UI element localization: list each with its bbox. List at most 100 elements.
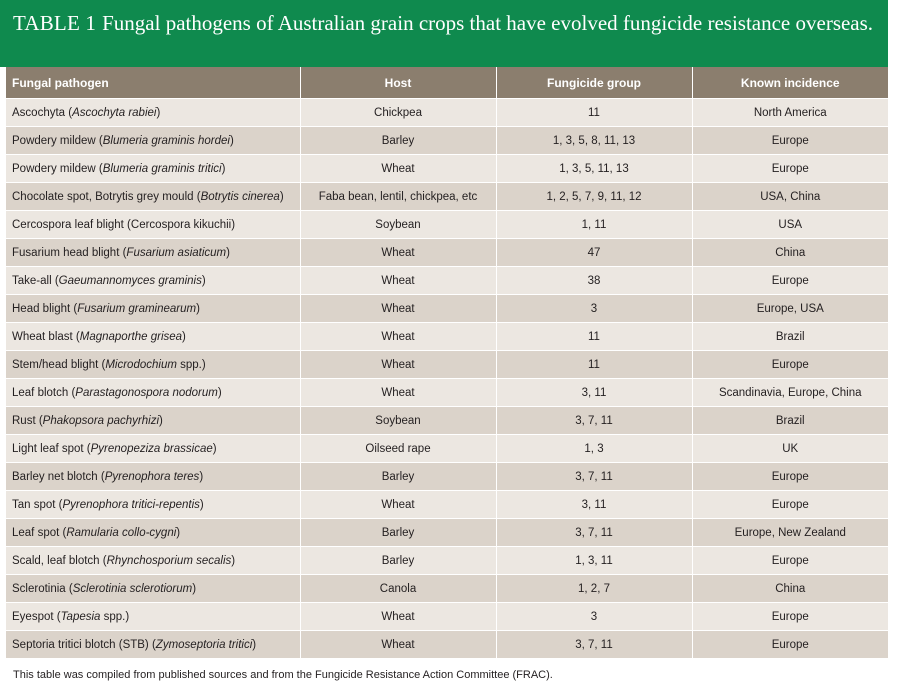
incidence-cell: Brazil xyxy=(692,406,888,435)
incidence-cell: Europe xyxy=(692,546,888,575)
fungicide-group-cell: 11 xyxy=(496,322,693,351)
table-row: Septoria tritici blotch (STB) (Zymosepto… xyxy=(6,630,888,658)
pathogen-suffix: ) xyxy=(279,190,284,203)
host-cell: Wheat xyxy=(300,350,497,379)
table-row: Light leaf spot (Pyrenopeziza brassicae)… xyxy=(6,434,888,463)
host-cell: Chickpea xyxy=(300,98,497,127)
pathogen-species: Botrytis cinerea xyxy=(200,190,280,203)
fungicide-group-cell: 3 xyxy=(496,294,693,323)
pathogen-cell: Fusarium head blight (Fusarium asiaticum… xyxy=(6,238,301,267)
pathogen-cell: Leaf blotch (Parastagonospora nodorum) xyxy=(6,378,301,407)
pathogen-suffix: ) xyxy=(176,526,181,539)
incidence-cell: Europe xyxy=(692,630,888,658)
column-header-fungicide-group: Fungicide group xyxy=(496,67,693,99)
table-row: Cercospora leaf blight (Cercospora kikuc… xyxy=(6,210,888,239)
table-row: Stem/head blight (Microdochium spp.) Whea… xyxy=(6,350,888,379)
table-row: Take-all (Gaeumannomyces graminis) Wheat 3… xyxy=(6,266,888,295)
incidence-cell: Europe xyxy=(692,154,888,183)
host-cell: Soybean xyxy=(300,210,497,239)
table-row: Wheat blast (Magnaporthe grisea) Wheat 11 B… xyxy=(6,322,888,351)
table-row: Powdery mildew (Blumeria graminis hordei… xyxy=(6,126,888,155)
fungicide-group-cell: 3, 7, 11 xyxy=(496,406,693,435)
incidence-cell: USA xyxy=(692,210,888,239)
fungicide-group-cell: 1, 2, 5, 7, 9, 11, 12 xyxy=(496,182,693,211)
incidence-cell: Europe xyxy=(692,126,888,155)
fungicide-group-cell: 3, 11 xyxy=(496,378,693,407)
pathogen-cell: Ascochyta (Ascochyta rabiei) xyxy=(6,98,301,127)
host-cell: Wheat xyxy=(300,630,497,658)
table-row: Powdery mildew (Blumeria graminis tritic… xyxy=(6,154,888,183)
pathogen-species: Tapesia xyxy=(60,610,101,623)
table-label: TABLE 1 xyxy=(13,11,97,35)
incidence-cell: China xyxy=(692,238,888,267)
table-footnote: This table was compiled from published s… xyxy=(13,669,553,681)
pathogen-suffix: spp.) xyxy=(100,610,130,623)
pathogen-species: Pyrenophora teres xyxy=(104,470,200,483)
pathogen-cell: Leaf spot (Ramularia collo-cygni) xyxy=(6,518,301,547)
pathogen-suffix: ) xyxy=(229,134,234,147)
fungicide-group-cell: 11 xyxy=(496,350,693,379)
host-cell: Canola xyxy=(300,574,497,603)
pathogen-species: Gaeumannomyces graminis xyxy=(58,274,202,287)
pathogen-species: Fusarium asiaticum xyxy=(126,246,227,259)
table-row: Chocolate spot, Botrytis grey mould (Bot… xyxy=(6,182,888,211)
host-cell: Wheat xyxy=(300,294,497,323)
column-header-incidence: Known incidence xyxy=(692,67,888,99)
pathogen-suffix: ) xyxy=(217,386,222,399)
pathogen-common-name: Fusarium head blight ( xyxy=(12,246,127,259)
pathogen-suffix: ) xyxy=(231,554,236,567)
host-cell: Barley xyxy=(300,518,497,547)
table-title: Fungal pathogens of Australian grain cro… xyxy=(102,11,874,35)
host-cell: Wheat xyxy=(300,238,497,267)
pathogen-cell: Head blight (Fusarium graminearum) xyxy=(6,294,301,323)
pathogen-cell: Rust (Phakopsora pachyrhizi) xyxy=(6,406,301,435)
host-cell: Barley xyxy=(300,462,497,491)
fungicide-group-cell: 3, 7, 11 xyxy=(496,630,693,658)
pathogen-species: Sclerotinia sclerotiorum xyxy=(72,582,193,595)
host-cell: Oilseed rape xyxy=(300,434,497,463)
table-row: Ascochyta (Ascochyta rabiei) Chickpea 11 No… xyxy=(6,98,888,127)
pathogen-species: Microdochium xyxy=(105,358,177,371)
pathogen-cell: Chocolate spot, Botrytis grey mould (Bot… xyxy=(6,182,301,211)
table-row: Leaf blotch (Parastagonospora nodorum) Wh… xyxy=(6,378,888,407)
pathogen-suffix: ) xyxy=(192,582,197,595)
table-row: Fusarium head blight (Fusarium asiaticum… xyxy=(6,238,888,267)
pathogen-suffix: ) xyxy=(221,162,226,175)
table-row: Scald, leaf blotch (Rhynchosporium secal… xyxy=(6,546,888,575)
pathogen-suffix: ) xyxy=(252,638,257,651)
pathogen-cell: Tan spot (Pyrenophora tritici-repentis) xyxy=(6,490,301,519)
pathogen-cell: Light leaf spot (Pyrenopeziza brassicae) xyxy=(6,434,301,463)
pathogen-cell: Eyespot (Tapesia spp.) xyxy=(6,602,301,631)
table-row: Eyespot (Tapesia spp.) Wheat 3 Europe xyxy=(6,602,888,631)
incidence-cell: UK xyxy=(692,434,888,463)
host-cell: Wheat xyxy=(300,490,497,519)
host-cell: Wheat xyxy=(300,322,497,351)
incidence-cell: USA, China xyxy=(692,182,888,211)
fungicide-group-cell: 1, 11 xyxy=(496,210,693,239)
fungicide-group-cell: 3, 11 xyxy=(496,490,693,519)
pathogen-common-name: Scald, leaf blotch ( xyxy=(12,554,107,567)
pathogen-common-name: Eyespot ( xyxy=(12,610,61,623)
pathogen-suffix: ) xyxy=(196,302,200,315)
pathogen-cell: Sclerotinia (Sclerotinia sclerotiorum) xyxy=(6,574,301,603)
table-row: Sclerotinia (Sclerotinia sclerotiorum) Ca… xyxy=(6,574,888,603)
host-cell: Wheat xyxy=(300,602,497,631)
column-header-host: Host xyxy=(300,67,497,99)
pathogen-suffix: ) xyxy=(226,246,230,259)
incidence-cell: Europe xyxy=(692,490,888,519)
incidence-cell: China xyxy=(692,574,888,603)
pathogen-common-name: Wheat blast ( xyxy=(12,330,80,343)
pathogen-common-name: Ascochyta ( xyxy=(12,106,73,119)
host-cell: Barley xyxy=(300,546,497,575)
host-cell: Faba bean, lentil, chickpea, etc xyxy=(300,182,497,211)
pathogen-common-name: Light leaf spot ( xyxy=(12,442,91,455)
host-cell: Wheat xyxy=(300,378,497,407)
pathogen-suffix: ) xyxy=(201,274,206,287)
pathogen-common-name: Barley net blotch ( xyxy=(12,470,105,483)
fungicide-group-cell: 3 xyxy=(496,602,693,631)
pathogen-common-name: Sclerotinia ( xyxy=(12,582,73,595)
fungicide-group-cell: 3, 7, 11 xyxy=(496,462,693,491)
pathogen-cell: Stem/head blight (Microdochium spp.) xyxy=(6,350,301,379)
pathogen-common-name: Stem/head blight ( xyxy=(12,358,106,371)
pathogen-suffix: ) xyxy=(199,498,204,511)
